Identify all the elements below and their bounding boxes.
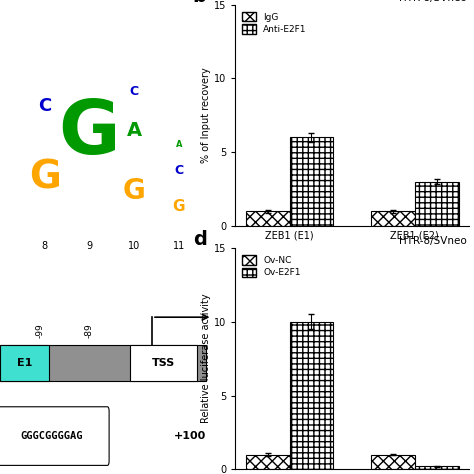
Text: 8: 8 xyxy=(42,241,48,251)
FancyBboxPatch shape xyxy=(0,407,109,465)
Text: +100: +100 xyxy=(174,431,206,441)
Text: -99: -99 xyxy=(36,323,45,338)
Y-axis label: % of Input recovery: % of Input recovery xyxy=(201,67,211,163)
Bar xyxy=(371,455,415,469)
Bar xyxy=(0,345,206,381)
Bar xyxy=(415,466,459,469)
Text: C: C xyxy=(38,98,51,116)
Legend: Ov-NC, Ov-E2F1: Ov-NC, Ov-E2F1 xyxy=(239,253,303,280)
Text: C: C xyxy=(174,164,183,177)
Bar xyxy=(130,345,197,381)
Bar xyxy=(246,211,290,226)
Text: G: G xyxy=(29,158,61,196)
Legend: IgG, Anti-E2F1: IgG, Anti-E2F1 xyxy=(239,9,309,36)
Text: A: A xyxy=(176,140,182,148)
Text: 10: 10 xyxy=(128,241,140,251)
Y-axis label: Relative luciferase activity: Relative luciferase activity xyxy=(201,294,211,423)
Bar xyxy=(290,322,333,469)
Text: 11: 11 xyxy=(173,241,185,251)
Text: HTR-8/SVneo: HTR-8/SVneo xyxy=(399,236,467,246)
Text: HTR-8/SVneo: HTR-8/SVneo xyxy=(399,0,467,2)
Text: TSS: TSS xyxy=(152,358,175,368)
Text: G: G xyxy=(123,176,146,205)
Text: 9: 9 xyxy=(86,241,92,251)
Text: b: b xyxy=(193,0,207,6)
Bar xyxy=(371,211,415,226)
Text: G: G xyxy=(173,199,185,213)
Bar xyxy=(0,345,49,381)
Text: -89: -89 xyxy=(85,323,94,338)
Bar xyxy=(415,182,459,226)
Text: GGGCGGGGAG: GGGCGGGGAG xyxy=(20,431,82,441)
Text: C: C xyxy=(129,84,139,98)
Text: A: A xyxy=(127,121,142,140)
Text: d: d xyxy=(193,230,207,249)
Text: E1: E1 xyxy=(17,358,32,368)
Bar xyxy=(290,137,333,226)
Bar xyxy=(246,455,290,469)
Text: G: G xyxy=(59,97,120,170)
